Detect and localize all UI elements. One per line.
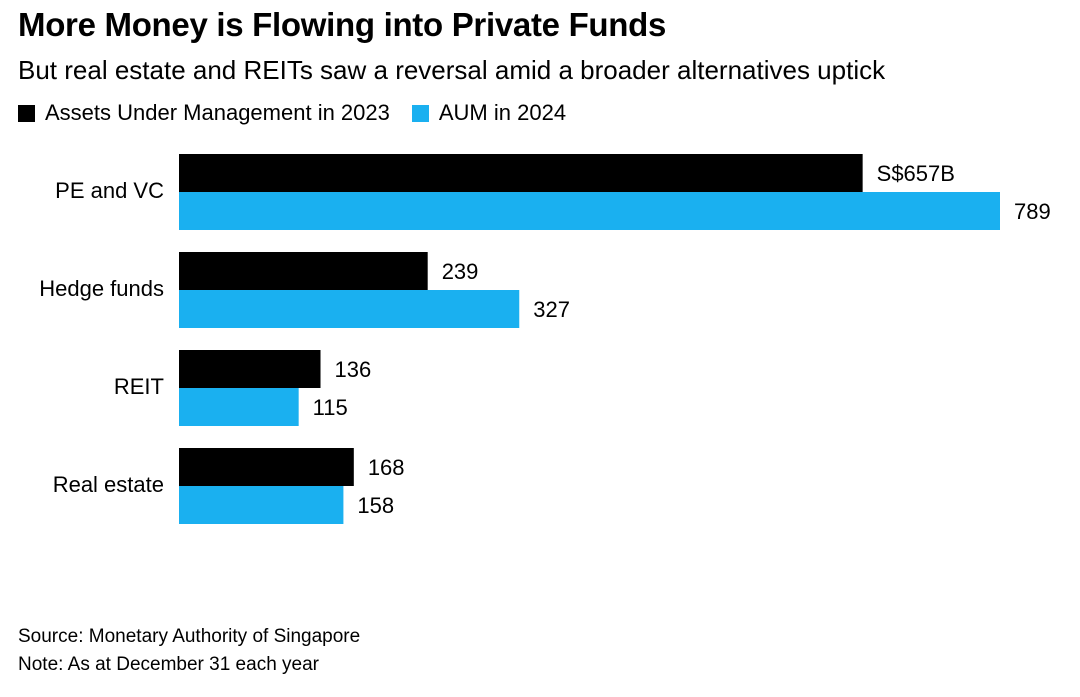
category-label-hedge-funds: Hedge funds (39, 276, 164, 301)
bar-pe-and-vc-2024 (179, 192, 1000, 230)
category-label-pe-and-vc: PE and VC (55, 178, 164, 203)
legend-label-2023: Assets Under Management in 2023 (45, 100, 390, 125)
chart-subtitle: But real estate and REITs saw a reversal… (18, 55, 886, 85)
bar-real-estate-2024 (179, 486, 344, 524)
bar-reit-2023 (179, 350, 321, 388)
category-label-real-estate: Real estate (53, 472, 164, 497)
bar-hedge-funds-2024 (179, 290, 520, 328)
data-label-pe-and-vc-2023: S$657B (877, 161, 955, 186)
data-label-real-estate-2023: 168 (368, 455, 405, 480)
bar-hedge-funds-2023 (179, 252, 428, 290)
source-note: Source: Monetary Authority of Singapore (18, 626, 361, 647)
data-label-reit-2024: 115 (313, 395, 348, 420)
data-label-reit-2023: 136 (335, 357, 372, 382)
data-label-hedge-funds-2024: 327 (533, 297, 570, 322)
chart-title: More Money is Flowing into Private Funds (18, 6, 667, 43)
legend: Assets Under Management in 2023 AUM in 2… (18, 100, 588, 126)
legend-swatch-2023 (18, 104, 35, 122)
category-label-reit: REIT (114, 374, 164, 399)
legend-label-2024: AUM in 2024 (438, 100, 567, 125)
bar-real-estate-2023 (179, 448, 354, 486)
data-label-pe-and-vc-2024: 789 (1014, 199, 1051, 224)
bar-reit-2024 (179, 388, 299, 426)
legend-swatch-2024 (411, 104, 429, 122)
bar-pe-and-vc-2023 (179, 154, 863, 192)
data-label-real-estate-2024: 158 (357, 493, 394, 518)
data-label-hedge-funds-2023: 239 (442, 259, 479, 284)
legend-item-2024: AUM in 2024 (411, 100, 567, 126)
legend-item-2023: Assets Under Management in 2023 (18, 100, 390, 126)
footnote: Note: As at December 31 each year (18, 654, 319, 675)
